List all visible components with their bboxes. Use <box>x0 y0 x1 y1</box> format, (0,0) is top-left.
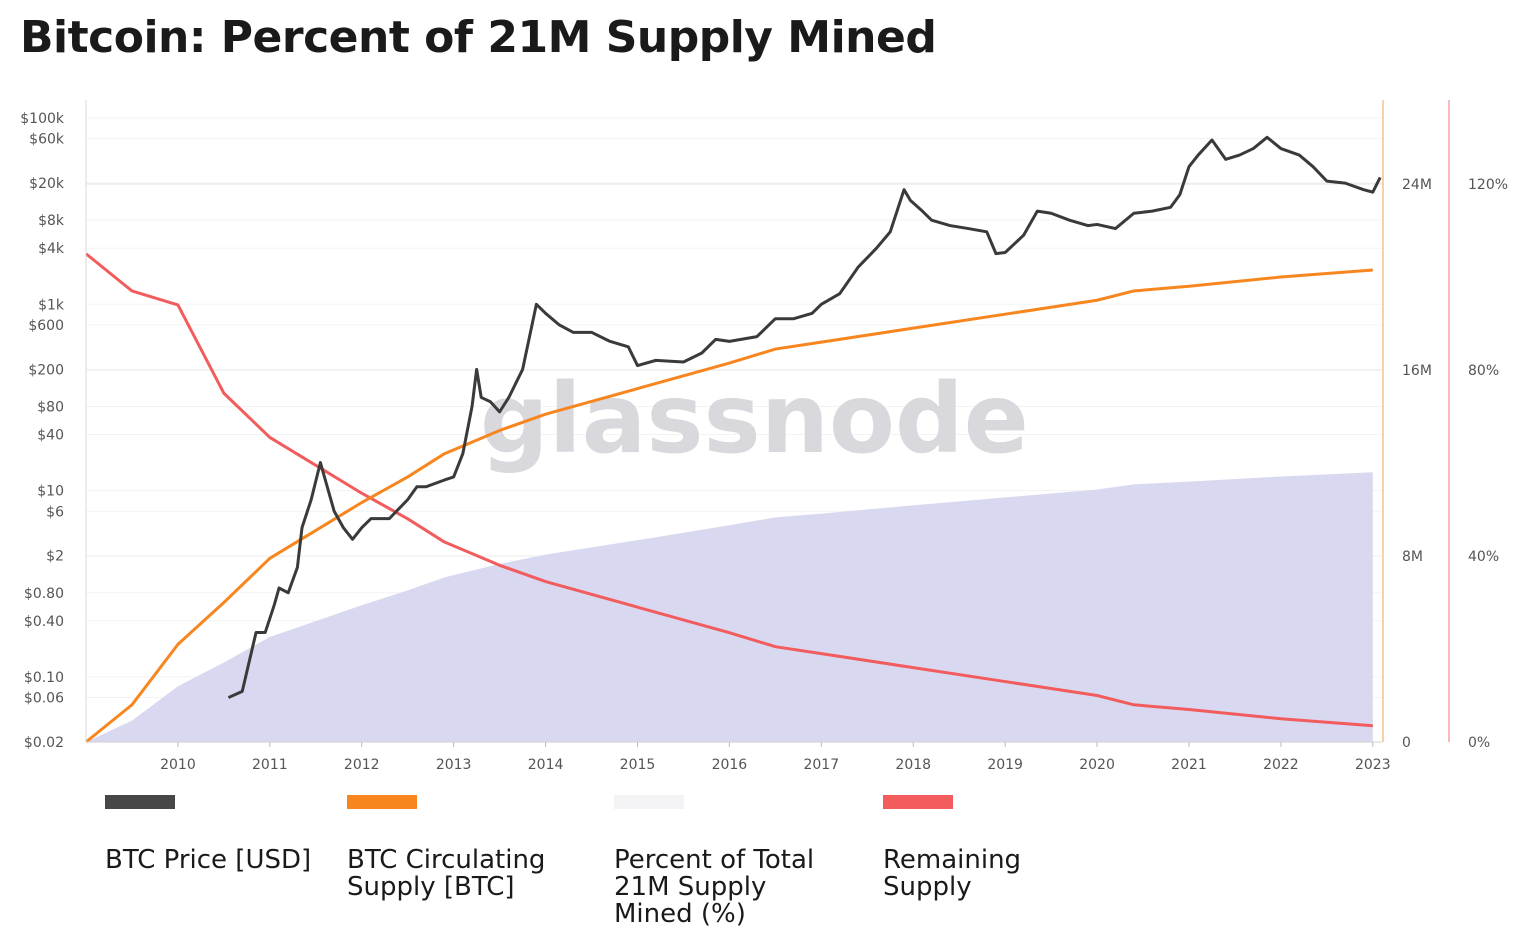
series-lines <box>85 135 1382 744</box>
y-right-tick-label: 80% <box>1468 363 1499 379</box>
percent-mined-area <box>86 472 1373 742</box>
y-left-tick-label: $20k <box>29 176 65 192</box>
legend-item: BTC Price [USD] <box>105 795 325 874</box>
x-tick-label: 2019 <box>987 757 1023 773</box>
y-left-tick-label: $8k <box>38 213 65 229</box>
x-tick-label: 2023 <box>1355 757 1391 773</box>
x-tick-label: 2013 <box>436 757 472 773</box>
y-left-tick-label: $10 <box>37 484 64 500</box>
series-line-remaining-supply <box>85 252 1373 728</box>
x-tick-label: 2012 <box>344 757 380 773</box>
x-tick-label: 2020 <box>1079 757 1115 773</box>
y-left-tick-label: $0.06 <box>24 691 64 707</box>
y-right-tick-label: 40% <box>1468 549 1499 565</box>
x-tick-label: 2016 <box>712 757 748 773</box>
y-left-tick-label: $200 <box>28 362 64 378</box>
x-tick-label: 2011 <box>252 757 288 773</box>
y-left-tick-label: $0.80 <box>24 586 64 602</box>
watermark: glassnode <box>480 363 1029 475</box>
legend-label: BTC Circulating Supply [BTC] <box>347 845 546 902</box>
y-left-tick-label: $1k <box>38 297 65 313</box>
tick-labels: 2010 2011 2012 2013 2014 2015 2016 2017 2018 2019… <box>20 111 1508 773</box>
y-mid-tick-label: 0 <box>1402 735 1411 751</box>
chart-title: Bitcoin: Percent of 21M Supply Mined <box>20 12 937 63</box>
y-left-tick-label: $0.02 <box>24 735 64 751</box>
y-mid-tick-label: 16M <box>1402 363 1432 379</box>
y-left-tick-label: $60k <box>29 132 65 148</box>
y-mid-tick-label: 24M <box>1402 177 1432 193</box>
x-tick-label: 2017 <box>803 757 839 773</box>
y-left-tick-label: $4k <box>38 241 65 257</box>
y-left-tick-label: $6 <box>46 504 64 520</box>
y-right-tick-label: 0% <box>1468 735 1490 751</box>
legend-label: Remaining Supply <box>883 845 1022 902</box>
y-left-tick-label: $2 <box>46 549 64 565</box>
legend-label: Percent of Total 21M Supply Mined (%) <box>614 845 815 929</box>
legend-item: Percent of Total 21M Supply Mined (%) <box>614 795 844 928</box>
x-tick-label: 2022 <box>1263 757 1299 773</box>
legend-label: BTC Price [USD] <box>105 845 312 875</box>
legend-item: Remaining Supply <box>883 795 1103 901</box>
chart-area: glassnode 2010 2011 2012 2013 2014 2015 2016 20… <box>20 100 1508 773</box>
y-left-tick-label: $40 <box>37 428 64 444</box>
y-left-tick-label: $0.10 <box>24 670 64 686</box>
legend-swatch <box>614 795 684 809</box>
y-mid-tick-label: 8M <box>1402 549 1423 565</box>
x-tick-label: 2014 <box>528 757 564 773</box>
legend-item: BTC Circulating Supply [BTC] <box>347 795 567 901</box>
legend-swatch <box>105 795 175 809</box>
legend-swatch <box>347 795 417 809</box>
y-left-tick-label: $80 <box>37 399 64 415</box>
series-line-btc-price <box>227 135 1382 699</box>
x-tick-label: 2010 <box>160 757 196 773</box>
x-tick-label: 2015 <box>620 757 656 773</box>
y-left-tick-label: $100k <box>20 111 65 127</box>
series-area-percent-mined <box>86 472 1373 742</box>
legend-swatch <box>883 795 953 809</box>
y-right-tick-label: 120% <box>1468 177 1508 193</box>
axes <box>85 100 1450 747</box>
y-left-tick-label: $0.40 <box>24 614 64 630</box>
x-tick-label: 2018 <box>895 757 931 773</box>
x-tick-label: 2021 <box>1171 757 1207 773</box>
series-line-circulating-supply <box>85 268 1373 744</box>
y-left-tick-label: $600 <box>28 318 64 334</box>
